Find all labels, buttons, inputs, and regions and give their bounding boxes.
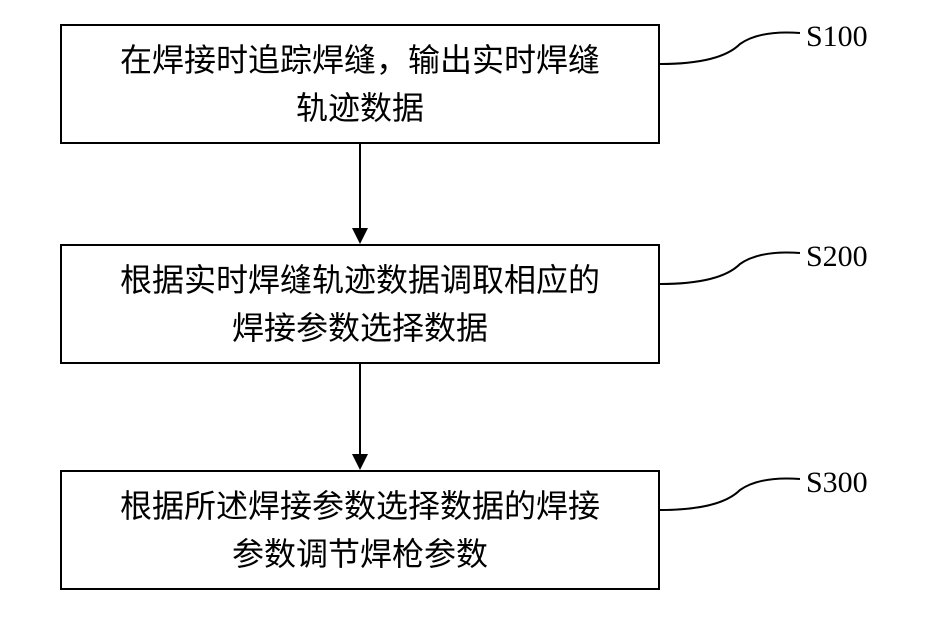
flow-node-s100: 在焊接时追踪焊缝，输出实时焊缝 轨迹数据 (60, 24, 660, 144)
flow-label-s300: S300 (806, 466, 868, 500)
flow-node-s300: 根据所述焊接参数选择数据的焊接 参数调节焊枪参数 (60, 470, 660, 590)
flowchart-container: 在焊接时追踪焊缝，输出实时焊缝 轨迹数据 S100 根据实时焊缝轨迹数据调取相应… (0, 0, 934, 636)
flow-node-s100-text: 在焊接时追踪焊缝，输出实时焊缝 轨迹数据 (120, 36, 600, 132)
flow-label-s200: S200 (806, 240, 868, 274)
arrow-1-2-head (352, 228, 368, 244)
callout-s200 (660, 240, 805, 300)
flow-label-s100: S100 (806, 20, 868, 54)
arrow-1-2-line (359, 144, 361, 230)
flow-node-s300-text: 根据所述焊接参数选择数据的焊接 参数调节焊枪参数 (120, 482, 600, 578)
arrow-2-3-line (359, 364, 361, 456)
flow-node-s200-text: 根据实时焊缝轨迹数据调取相应的 焊接参数选择数据 (120, 256, 600, 352)
flow-label-s200-text: S200 (806, 240, 868, 273)
callout-s100 (660, 20, 805, 80)
flow-label-s100-text: S100 (806, 20, 868, 53)
flow-label-s300-text: S300 (806, 466, 868, 499)
arrow-2-3-head (352, 454, 368, 470)
flow-node-s200: 根据实时焊缝轨迹数据调取相应的 焊接参数选择数据 (60, 244, 660, 364)
callout-s300 (660, 466, 805, 526)
